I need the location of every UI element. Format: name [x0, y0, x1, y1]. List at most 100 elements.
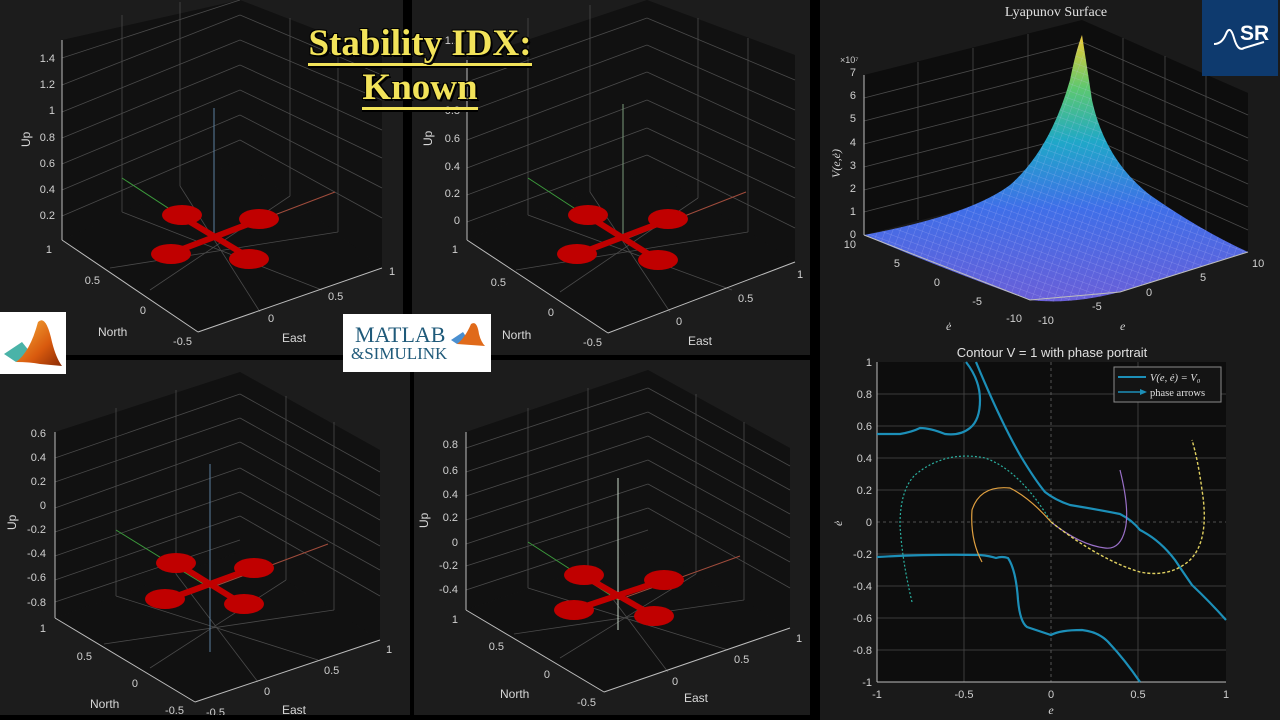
svg-text:0: 0	[1048, 689, 1054, 701]
svg-text:0.4: 0.4	[445, 161, 460, 173]
stability-title: Stability IDX: Known	[290, 22, 550, 110]
svg-text:Up: Up	[417, 512, 431, 528]
svg-text:0: 0	[1146, 287, 1152, 299]
svg-text:0: 0	[140, 305, 146, 317]
svg-text:North: North	[98, 325, 127, 339]
svg-text:North: North	[502, 328, 531, 342]
svg-text:4: 4	[850, 137, 856, 149]
svg-text:5: 5	[850, 113, 856, 125]
svg-text:V(e,ė): V(e,ė)	[829, 149, 843, 178]
quad-plot-top-right: 1.2 0.8 0.6 0.4 0.2 0 Up 1 0.5 0 -0.5 No…	[412, 0, 810, 355]
svg-text:0: 0	[264, 686, 270, 698]
svg-text:1: 1	[850, 206, 856, 218]
svg-text:0.5: 0.5	[489, 641, 504, 653]
svg-text:e: e	[1120, 319, 1126, 333]
legend-box	[1113, 366, 1222, 403]
matlab-logo	[0, 312, 66, 374]
svg-text:-0.5: -0.5	[955, 689, 974, 701]
phase-trajectory-purple	[1050, 469, 1128, 549]
svg-text:East: East	[282, 331, 307, 345]
svg-text:0: 0	[268, 313, 274, 325]
svg-text:0: 0	[452, 537, 458, 549]
svg-text:0.4: 0.4	[40, 184, 55, 196]
v0-contour	[876, 361, 1227, 683]
svg-text:Up: Up	[5, 514, 19, 530]
svg-text:East: East	[684, 691, 709, 705]
title-line-1: Stability IDX:	[308, 23, 532, 66]
svg-text:East: East	[282, 703, 307, 715]
svg-text:-0.5: -0.5	[577, 697, 596, 709]
svg-text:-1: -1	[872, 689, 882, 701]
sr-wave-icon: SR	[1213, 22, 1269, 50]
matlab-simulink-logo: MATLAB &SIMULINK	[343, 314, 491, 372]
svg-text:0.6: 0.6	[31, 428, 46, 440]
svg-text:0.8: 0.8	[40, 132, 55, 144]
svg-text:0: 0	[676, 316, 682, 328]
svg-text:7: 7	[850, 67, 856, 79]
svg-text:-1: -1	[862, 677, 872, 689]
svg-text:1: 1	[389, 266, 395, 278]
svg-text:0: 0	[132, 678, 138, 690]
svg-text:0: 0	[454, 215, 460, 227]
svg-text:ė: ė	[831, 520, 845, 526]
svg-text:Up: Up	[19, 131, 33, 147]
svg-text:0.5: 0.5	[491, 277, 506, 289]
svg-text:6: 6	[850, 90, 856, 102]
sr-logo: SR	[1202, 0, 1278, 76]
svg-text:-0.8: -0.8	[853, 645, 872, 657]
svg-text:0.8: 0.8	[443, 439, 458, 451]
svg-text:0: 0	[548, 307, 554, 319]
svg-text:0.5: 0.5	[734, 654, 749, 666]
matlab-small-icon	[451, 323, 485, 346]
quad-plot-top-left: 1.4 1.2 1 0.8 0.6 0.4 0.2 Up 1 0.5 0 -0.…	[0, 0, 403, 355]
contour-title: Contour V = 1 with phase portrait	[957, 345, 1148, 360]
svg-text:-0.4: -0.4	[439, 584, 458, 596]
svg-text:0: 0	[850, 229, 856, 241]
svg-text:-10: -10	[1006, 313, 1022, 325]
svg-text:-0.2: -0.2	[853, 549, 872, 561]
quadrotor-icon	[145, 553, 274, 614]
svg-text:1: 1	[797, 269, 803, 281]
svg-text:-0.6: -0.6	[27, 572, 46, 584]
svg-text:0.4: 0.4	[443, 489, 458, 501]
svg-text:10: 10	[1252, 258, 1264, 270]
svg-text:0: 0	[40, 500, 46, 512]
svg-text:-0.4: -0.4	[27, 548, 46, 560]
svg-text:North: North	[90, 697, 119, 711]
svg-text:1: 1	[1223, 689, 1229, 701]
svg-text:ė: ė	[946, 319, 952, 333]
svg-text:0.4: 0.4	[31, 452, 46, 464]
matlab-membrane-icon	[4, 320, 62, 366]
svg-text:1: 1	[452, 244, 458, 256]
svg-text:0.6: 0.6	[445, 133, 460, 145]
svg-text:-0.4: -0.4	[853, 581, 872, 593]
surface-title: Lyapunov Surface	[1005, 5, 1107, 20]
matlab-wordmark: MATLAB	[355, 322, 446, 347]
phase-trajectory-teal	[899, 455, 1052, 603]
svg-text:-0.2: -0.2	[27, 524, 46, 536]
svg-text:0.6: 0.6	[40, 158, 55, 170]
svg-text:0.8: 0.8	[857, 389, 872, 401]
legend-contour-label: V(e, ė) = V₀	[1150, 373, 1201, 384]
svg-text:-0.5: -0.5	[173, 336, 192, 348]
arrow-right-icon	[1140, 389, 1147, 395]
quad-plot-bottom-right: 0.8 0.6 0.4 0.2 0 -0.2 -0.4 Up 1 0.5 0 -…	[414, 360, 810, 715]
svg-text:0.5: 0.5	[324, 665, 339, 677]
svg-text:0.5: 0.5	[1130, 689, 1145, 701]
svg-text:1.4: 1.4	[40, 53, 55, 65]
svg-text:0: 0	[934, 277, 940, 289]
svg-text:1: 1	[796, 633, 802, 645]
svg-text:1: 1	[386, 644, 392, 656]
svg-text:1: 1	[452, 614, 458, 626]
svg-text:0.5: 0.5	[328, 291, 343, 303]
svg-text:-0.5: -0.5	[165, 705, 184, 715]
svg-text:Up: Up	[421, 130, 435, 146]
svg-text:5: 5	[894, 258, 900, 270]
svg-text:East: East	[688, 334, 713, 348]
svg-text:×10⁷: ×10⁷	[840, 55, 859, 65]
svg-text:0.2: 0.2	[857, 485, 872, 497]
svg-text:e: e	[1048, 703, 1054, 717]
legend-arrows-label: phase arrows	[1150, 388, 1205, 399]
svg-text:0: 0	[866, 517, 872, 529]
svg-text:0.6: 0.6	[443, 465, 458, 477]
